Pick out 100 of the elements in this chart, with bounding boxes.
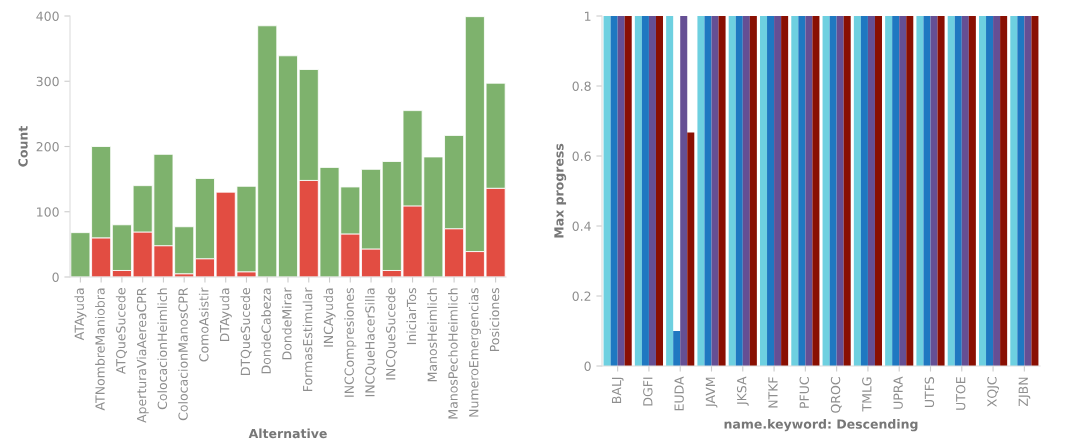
x-tick-label: INCQueHacerSilla	[365, 288, 377, 397]
x-tick-label: NTKF	[768, 377, 778, 408]
x-tick-label: INCAyuda	[323, 288, 336, 347]
x-tick-label: UTFS	[924, 377, 935, 408]
bar	[947, 16, 955, 366]
x-tick-label: INCCompresiones	[344, 288, 357, 397]
x-tick-label: ComoAsistir	[198, 287, 209, 362]
bar	[697, 16, 705, 366]
bar	[930, 16, 938, 366]
bar	[711, 16, 719, 366]
bar	[1010, 16, 1018, 366]
x-axis-title: name.keyword: Descending	[724, 419, 918, 432]
bar	[937, 16, 945, 366]
x-tick-label: DondeMirar	[281, 287, 292, 360]
bar	[673, 331, 681, 366]
y-tick-label: 0.2	[572, 291, 591, 301]
bar	[853, 16, 861, 366]
bar	[860, 16, 868, 366]
bar	[624, 16, 632, 366]
bar	[993, 16, 1001, 366]
x-tick-label: UTOE	[955, 377, 966, 410]
y-tick-label: 0	[52, 272, 59, 282]
x-tick-label: DTAyuda	[219, 288, 232, 342]
bar	[680, 16, 688, 366]
y-tick-label: 0	[584, 361, 591, 371]
y-axis-title: Count	[18, 126, 28, 167]
bar	[704, 16, 712, 366]
y-tick-label: 400	[36, 11, 59, 21]
bar	[954, 16, 962, 366]
bar	[916, 16, 924, 366]
x-tick-label: Posiciones	[489, 288, 500, 352]
bar	[759, 16, 768, 366]
bar	[634, 16, 642, 366]
x-tick-label: TMLG	[862, 377, 872, 412]
y-tick-label: 0.4	[572, 221, 591, 231]
y-tick-label: 200	[36, 141, 59, 152]
x-tick-label: EUDA	[674, 376, 684, 411]
x-tick-label: IniciarTos	[406, 288, 417, 345]
bar	[836, 16, 844, 366]
bar	[655, 16, 664, 366]
x-tick-label: DGFI	[643, 377, 653, 406]
x-tick-label: XQJC	[987, 377, 1000, 407]
bar	[735, 16, 743, 366]
y-tick-label: 300	[36, 76, 59, 87]
bar	[791, 16, 799, 366]
bar	[978, 16, 987, 366]
x-tick-label: QROC	[830, 377, 842, 413]
bar	[961, 16, 969, 366]
x-axis-title: Alternative	[248, 428, 327, 439]
x-tick-label: ManosHeimlich	[427, 288, 437, 382]
bar	[641, 16, 649, 366]
x-tick-label: AperturaViaAereaCPR	[136, 287, 149, 423]
x-tick-label: DondeCabeza	[261, 288, 271, 374]
x-tick-label: NumeroEmergencias	[468, 288, 481, 417]
bar	[812, 16, 820, 366]
x-tick-label: ATNombreManiobra	[95, 288, 105, 411]
bar	[829, 16, 837, 366]
x-tick-label: BALJ	[611, 377, 624, 403]
bar	[874, 16, 883, 366]
bar	[749, 16, 757, 366]
bar	[843, 16, 851, 366]
bar	[666, 16, 674, 366]
y-axis-title: Max progress	[554, 143, 567, 238]
bar	[923, 16, 931, 366]
x-tick-label: ColocacionManosCPR	[178, 287, 188, 421]
bar	[781, 16, 789, 366]
x-tick-label: INCQueSucede	[385, 288, 397, 380]
bar	[867, 16, 875, 366]
y-tick-label: 0.6	[572, 151, 591, 161]
bar	[885, 16, 893, 366]
bar	[1031, 16, 1039, 366]
x-tick-label: ColocacionHeimlich	[157, 288, 168, 410]
y-tick-label: 1	[585, 11, 591, 21]
bar	[774, 16, 782, 366]
bar	[986, 16, 994, 366]
x-tick-label: DTQueSucede	[240, 288, 252, 375]
bar	[906, 16, 914, 366]
bar	[899, 16, 907, 366]
bar	[1017, 16, 1025, 366]
x-tick-label: FormasEstimular	[302, 287, 313, 391]
x-tick-label: ManosPechoHeimlich	[448, 288, 458, 419]
bar	[718, 16, 726, 366]
y-tick-label: 100	[37, 207, 59, 217]
x-tick-label: JAVM	[705, 377, 718, 408]
x-tick-label: ATQueSucede	[115, 288, 127, 375]
x-tick-label: PFUC	[799, 377, 809, 408]
bar	[687, 132, 695, 366]
bar	[1000, 16, 1008, 366]
bar	[968, 16, 976, 366]
bar	[610, 16, 618, 366]
x-tick-label: JKSA	[736, 376, 749, 406]
y-tick-label: 0.8	[572, 81, 591, 91]
x-tick-label: ZJBN	[1018, 377, 1031, 407]
bar	[822, 16, 830, 366]
bar	[742, 16, 750, 366]
x-tick-label: UPRA	[893, 376, 903, 409]
x-tick-label: ATAyuda	[74, 288, 87, 341]
bar	[648, 16, 656, 366]
bar	[892, 16, 900, 366]
bar	[1024, 16, 1032, 366]
